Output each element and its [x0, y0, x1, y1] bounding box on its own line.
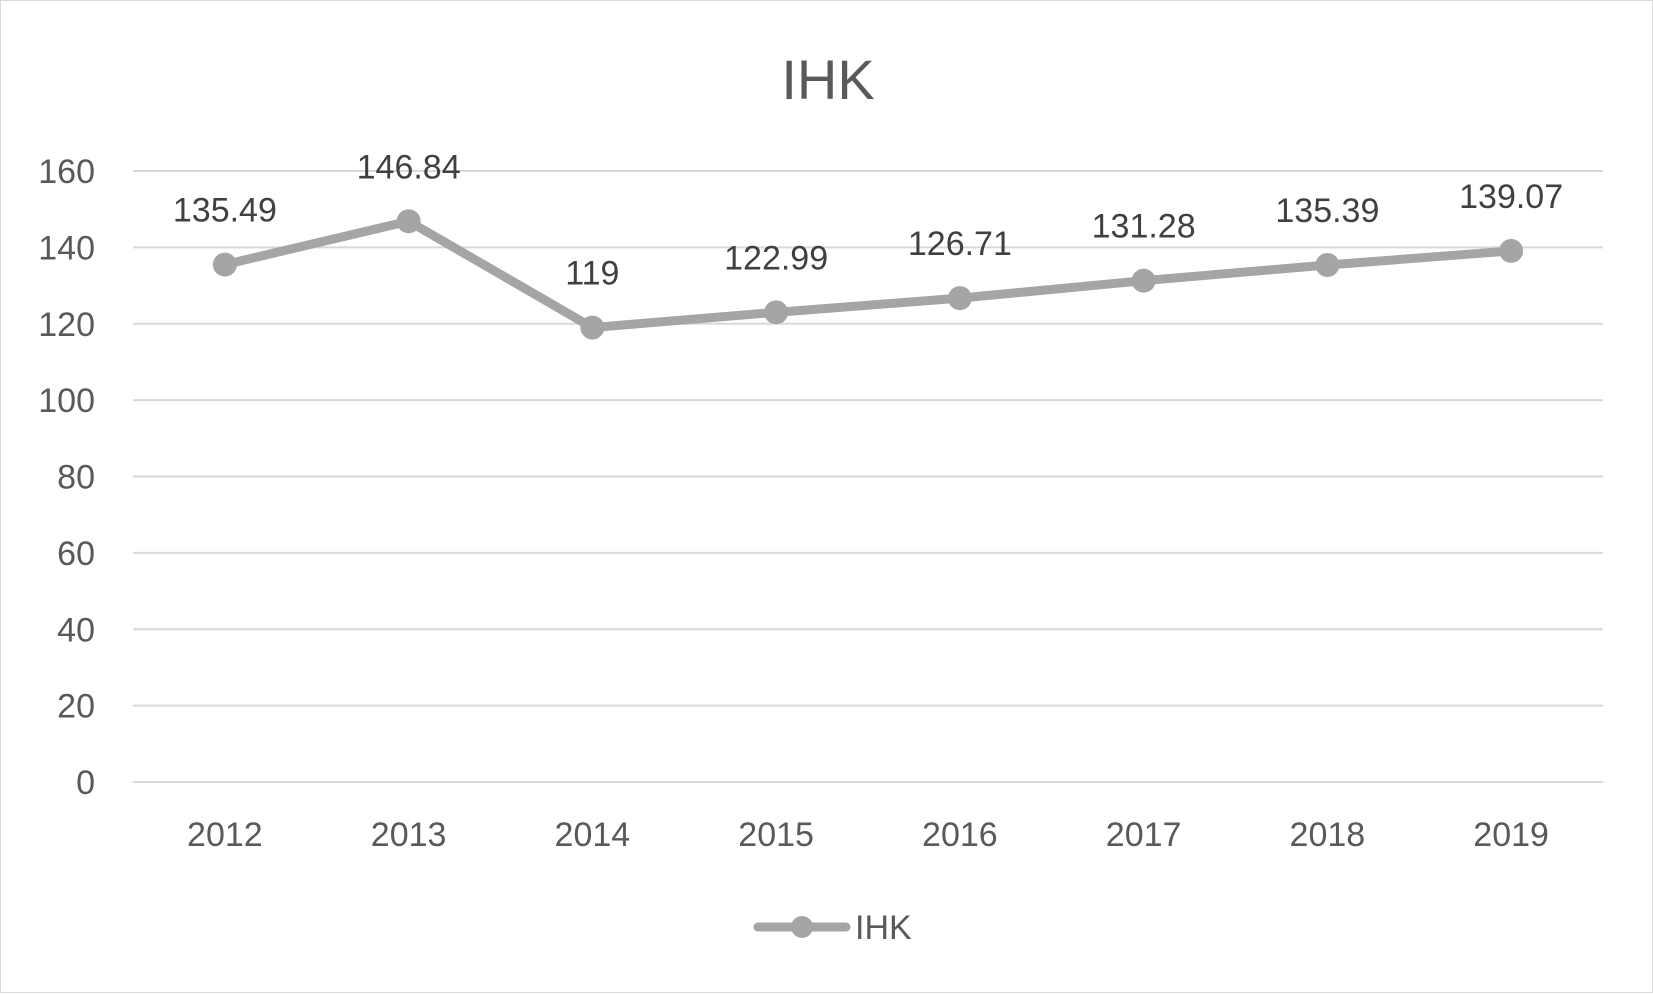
- series-line-ihk: [220, 216, 1516, 333]
- series-ihk: [212, 209, 1524, 340]
- data-label: 122.99: [724, 239, 828, 277]
- x-tick-label: 2018: [1290, 816, 1366, 854]
- data-label: 135.39: [1275, 192, 1379, 230]
- chart-title: IHK: [781, 48, 874, 111]
- y-tick-label: 0: [76, 764, 95, 802]
- y-tick-label: 160: [38, 153, 95, 191]
- y-tick-label: 20: [57, 688, 95, 726]
- data-label: 119: [565, 255, 619, 293]
- y-tick-label: 140: [38, 229, 95, 267]
- y-axis: 0 20 40 60 80 100 120 140 160: [38, 153, 95, 802]
- x-tick-label: 2013: [371, 816, 447, 854]
- x-tick-label: 2016: [922, 816, 998, 854]
- x-axis: 2012 2013 2014 2015 2016 2017 2018 2019: [187, 816, 1549, 854]
- y-tick-label: 60: [57, 535, 95, 573]
- y-tick-label: 40: [57, 611, 95, 649]
- data-label: 139.07: [1459, 178, 1563, 216]
- data-point: [580, 315, 605, 340]
- y-tick-label: 120: [38, 306, 95, 344]
- x-tick-label: 2015: [738, 816, 814, 854]
- x-tick-label: 2017: [1106, 816, 1182, 854]
- legend-label-ihk: IHK: [855, 909, 912, 947]
- data-label: 146.84: [357, 148, 461, 186]
- data-point: [947, 286, 972, 311]
- legend-marker-ihk: [791, 916, 813, 938]
- data-point: [1499, 238, 1524, 263]
- data-point: [764, 300, 789, 325]
- x-tick-label: 2014: [555, 816, 631, 854]
- data-point: [1131, 268, 1156, 293]
- data-label: 131.28: [1092, 208, 1196, 246]
- x-tick-label: 2019: [1473, 816, 1549, 854]
- legend: IHK: [753, 909, 912, 947]
- data-point: [1315, 252, 1340, 277]
- data-labels: 135.49 146.84 119 122.99 126.71 131.28 135.39 1…: [173, 148, 1563, 292]
- y-tick-label: 80: [57, 459, 95, 497]
- data-point: [212, 252, 237, 277]
- data-label: 135.49: [173, 192, 277, 230]
- data-label: 126.71: [908, 225, 1012, 263]
- y-tick-label: 100: [38, 382, 95, 420]
- data-point: [396, 209, 421, 234]
- x-tick-label: 2012: [187, 816, 263, 854]
- gridlines: [133, 170, 1603, 783]
